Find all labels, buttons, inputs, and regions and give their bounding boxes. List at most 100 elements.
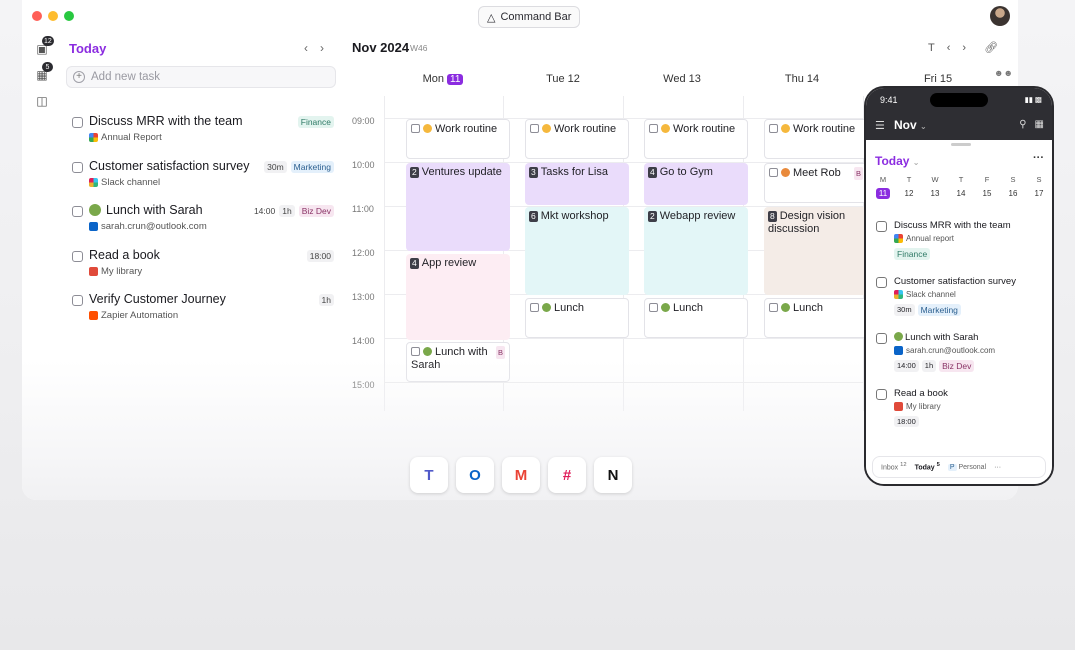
date-cell[interactable]: 13 — [930, 189, 940, 198]
sheet-handle[interactable] — [951, 143, 971, 146]
calendar-event[interactable]: Work routine — [525, 119, 629, 159]
tab-today[interactable]: Today 5 — [914, 462, 940, 472]
day-header-tue[interactable]: Tue 12 — [546, 73, 580, 85]
event-checkbox[interactable] — [649, 124, 658, 133]
outlook-icon[interactable]: O — [456, 457, 494, 493]
task-checkbox[interactable] — [876, 389, 887, 400]
tab-inbox[interactable]: Inbox 12 — [881, 462, 907, 472]
phone-task-item[interactable]: Customer satisfaction survey Slack chann… — [876, 276, 1048, 326]
phone-task-item[interactable]: Read a book My library 18:00 — [876, 388, 1048, 438]
task-item[interactable]: Discuss MRR with the team Annual Report … — [72, 114, 334, 154]
date-cell[interactable]: 12 — [904, 189, 914, 198]
add-task-input[interactable]: + Add new task — [66, 66, 336, 88]
calendar-event[interactable]: Lunch — [525, 298, 629, 338]
phone-task-item[interactable]: Discuss MRR with the team Annual report … — [876, 220, 1048, 270]
chevron-right-icon[interactable]: › — [320, 41, 324, 55]
event-checkbox[interactable] — [530, 124, 539, 133]
task-title: Discuss MRR with the team — [894, 220, 1011, 231]
more-icon[interactable]: ··· — [994, 463, 1002, 471]
minimize-window-button[interactable] — [48, 11, 58, 21]
calendar-event[interactable]: 2 Ventures update — [406, 163, 510, 251]
calendar-event[interactable]: Lunch — [644, 298, 748, 338]
weekday-label: F — [984, 175, 990, 184]
calendar-event[interactable]: 4 App review — [406, 254, 510, 340]
inbox-icon[interactable]: ▣ — [36, 42, 48, 56]
task-checkbox[interactable] — [876, 221, 887, 232]
phone-today-title[interactable]: Today ⌄ — [875, 154, 920, 168]
day-header-mon[interactable]: Mon 11 — [384, 73, 502, 85]
event-checkbox[interactable] — [769, 303, 778, 312]
tab-personal[interactable]: P Personal — [947, 463, 987, 471]
task-checkbox[interactable] — [72, 206, 83, 217]
calendar-event[interactable]: Meet Rob B — [764, 163, 868, 203]
calendar-event[interactable]: 8 Design vision discussion — [764, 207, 868, 295]
event-badge: B — [495, 346, 505, 359]
task-item[interactable]: Read a book My library 18:00 — [72, 248, 334, 288]
people-icon[interactable]: ☻☻ — [994, 68, 1013, 78]
task-item[interactable]: Verify Customer Journey Zapier Automatio… — [72, 292, 334, 332]
avatar[interactable] — [990, 6, 1010, 26]
weekday-label: W — [931, 175, 939, 184]
board-icon[interactable]: ◫ — [36, 94, 48, 108]
phone-task-item[interactable]: Lunch with Sarah sarah.crun@outlook.com … — [876, 332, 1048, 382]
calendar-event[interactable]: Work routine — [764, 119, 868, 159]
phone-clock: 9:41 — [880, 95, 898, 105]
chevron-left-icon[interactable]: ‹ — [304, 41, 308, 55]
zoom-window-button[interactable] — [64, 11, 74, 21]
calendar-event[interactable]: Lunch with Sarah B — [406, 342, 510, 382]
chevron-right-icon[interactable]: › — [962, 41, 967, 54]
phone-tab-bar: Inbox 12 Today 5 P Personal ··· — [872, 456, 1046, 478]
day-header-thu[interactable]: Thu 14 — [784, 73, 820, 85]
command-bar-button[interactable]: △ Command Bar — [478, 6, 581, 28]
calendar-icon[interactable]: ▦ — [1034, 119, 1044, 130]
date-cell[interactable]: 15 — [982, 189, 992, 198]
task-checkbox[interactable] — [72, 251, 83, 262]
event-checkbox[interactable] — [530, 303, 539, 312]
close-window-button[interactable] — [32, 11, 42, 21]
chevron-left-icon[interactable]: ‹ — [946, 41, 951, 54]
task-checkbox[interactable] — [72, 295, 83, 306]
today-button[interactable]: T — [928, 41, 935, 54]
task-checkbox[interactable] — [72, 162, 83, 173]
date-cell[interactable]: 14 — [956, 189, 966, 198]
task-item[interactable]: Customer satisfaction survey Slack chann… — [72, 159, 334, 199]
task-item[interactable]: Lunch with Sarah sarah.crun@outlook.com … — [72, 203, 334, 243]
day-header-fri[interactable]: Fri 15 — [923, 73, 953, 85]
notion-icon[interactable]: N — [594, 457, 632, 493]
calendar-event[interactable]: 2 Webapp review — [644, 207, 748, 295]
calendar-event[interactable]: 6 Mkt workshop — [525, 207, 629, 295]
calendar-today-icon[interactable]: ▦ — [36, 68, 48, 82]
link-icon[interactable]: 🔗︎ — [984, 42, 999, 54]
task-checkbox[interactable] — [876, 333, 887, 344]
event-checkbox[interactable] — [411, 347, 420, 356]
calendar-event[interactable]: Work routine — [644, 119, 748, 159]
event-title: Work routine — [673, 123, 736, 135]
event-title: Go to Gym — [659, 166, 713, 178]
outlook-icon — [89, 222, 98, 231]
gmail-icon[interactable]: M — [502, 457, 540, 493]
event-checkbox[interactable] — [649, 303, 658, 312]
task-tag: Marketing — [917, 304, 961, 316]
calendar-event[interactable]: 3 Tasks for Lisa — [525, 163, 629, 205]
phone-month[interactable]: Nov ⌄ — [894, 118, 927, 132]
teams-icon[interactable]: T — [410, 457, 448, 493]
slack-icon[interactable]: # — [548, 457, 586, 493]
task-checkbox[interactable] — [876, 277, 887, 288]
menu-icon[interactable]: ☰ — [875, 120, 885, 132]
hour-label: 12:00 — [352, 248, 375, 258]
date-cell[interactable]: 17 — [1034, 189, 1044, 198]
calendar-event[interactable]: Lunch — [764, 298, 868, 338]
event-checkbox[interactable] — [411, 124, 420, 133]
day-header-wed[interactable]: Wed 13 — [663, 73, 701, 85]
event-checkbox[interactable] — [769, 168, 778, 177]
more-icon[interactable]: ··· — [1033, 152, 1044, 164]
search-icon[interactable]: ⚲ — [1019, 119, 1027, 130]
date-cell[interactable]: 11 — [870, 188, 896, 199]
date-cell[interactable]: 16 — [1008, 189, 1018, 198]
calendar-event[interactable]: 4 Go to Gym — [644, 163, 748, 205]
calendar-toolbar: T ‹ › 🔗︎ — [928, 41, 999, 55]
event-checkbox[interactable] — [769, 124, 778, 133]
calendar-event[interactable]: Work routine — [406, 119, 510, 159]
task-duration: 30m — [894, 304, 915, 316]
task-checkbox[interactable] — [72, 117, 83, 128]
